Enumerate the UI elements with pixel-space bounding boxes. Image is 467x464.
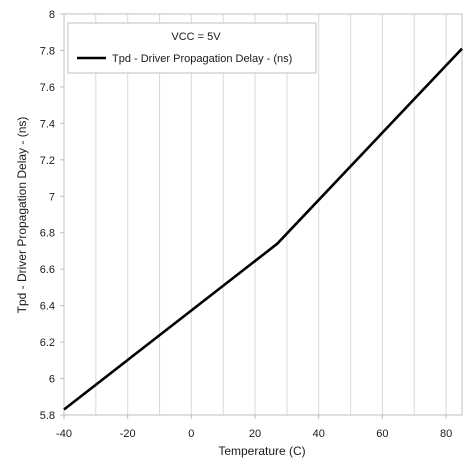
y-tick-label: 6.2	[40, 337, 55, 349]
y-tick-label: 6.6	[40, 264, 55, 276]
y-tick-label: 6.4	[40, 301, 55, 313]
y-axis-ticks: 5.8 6 6.2 6.4 6.6 6.8 7 7.2 7.4 7.6 7.8 8	[40, 9, 64, 422]
legend-title: VCC = 5V	[171, 31, 221, 43]
y-tick-label: 7.2	[40, 155, 55, 167]
grid	[95, 14, 447, 415]
y-tick-label: 7.6	[40, 82, 55, 94]
y-tick-label: 6	[49, 374, 55, 386]
y-tick-label: 5.8	[40, 410, 55, 422]
y-tick-label: 7.4	[40, 118, 55, 130]
series-line	[63, 47, 463, 411]
y-tick-label: 8	[49, 9, 55, 21]
x-tick-label: 80	[440, 428, 452, 440]
x-tick-label: 60	[376, 428, 388, 440]
x-tick-label: 0	[188, 428, 194, 440]
x-axis-label: Temperature (C)	[218, 444, 305, 458]
x-tick-label: 20	[249, 428, 261, 440]
legend-box	[67, 22, 317, 74]
x-tick-label: -20	[120, 428, 136, 440]
x-tick-label: -40	[56, 428, 72, 440]
y-tick-label: 7.8	[40, 45, 55, 57]
plot-frame	[63, 13, 463, 416]
y-tick-label: 6.8	[40, 228, 55, 240]
y-tick-label: 7	[49, 191, 55, 203]
series-layer	[63, 47, 463, 411]
x-axis-ticks: -40 -20 0 20 40 60 80	[56, 415, 452, 440]
legend: VCC = 5V Tpd - Driver Propagation Delay …	[67, 22, 317, 74]
y-axis-label: Tpd - Driver Propagation Delay - (ns)	[15, 117, 29, 314]
legend-entry-label: Tpd - Driver Propagation Delay - (ns)	[112, 53, 292, 65]
x-tick-label: 40	[313, 428, 325, 440]
